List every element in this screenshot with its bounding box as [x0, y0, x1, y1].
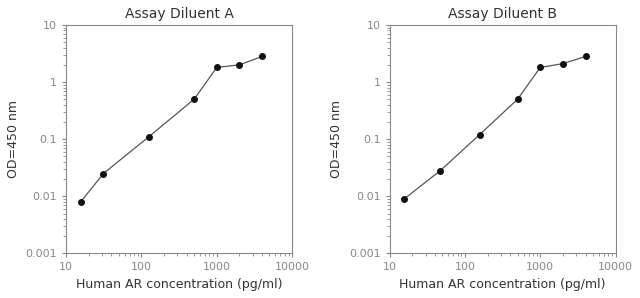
Title: Assay Diluent A: Assay Diluent A [125, 7, 234, 21]
Y-axis label: OD=450 nm: OD=450 nm [330, 100, 344, 178]
Y-axis label: OD=450 nm: OD=450 nm [7, 100, 20, 178]
X-axis label: Human AR concentration (pg/ml): Human AR concentration (pg/ml) [76, 278, 282, 291]
Title: Assay Diluent B: Assay Diluent B [448, 7, 557, 21]
X-axis label: Human AR concentration (pg/ml): Human AR concentration (pg/ml) [399, 278, 606, 291]
